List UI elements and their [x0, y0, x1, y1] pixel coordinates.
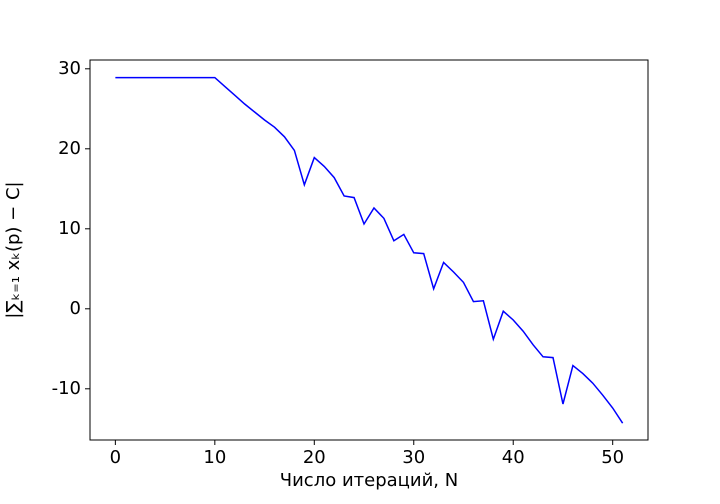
line-series — [115, 76, 624, 424]
y-axis-label: |∑ₖ₌₁ xₖ(p) − C| — [3, 181, 24, 318]
y-tick-label: 10 — [58, 218, 81, 239]
x-tick-label: 40 — [502, 447, 525, 468]
x-tick-label: 0 — [110, 447, 121, 468]
y-tick-label: 20 — [58, 138, 81, 159]
y-tick-label: 0 — [70, 298, 81, 319]
plot-frame — [89, 59, 649, 441]
y-tick-label: 30 — [58, 58, 81, 79]
x-tick-label: 20 — [303, 447, 326, 468]
x-axis-label: Число итераций, N — [280, 470, 458, 491]
y-tick-label: -10 — [52, 378, 81, 399]
x-tick-label: 10 — [203, 447, 226, 468]
x-tick-label: 30 — [402, 447, 425, 468]
x-tick-label: 50 — [601, 447, 624, 468]
